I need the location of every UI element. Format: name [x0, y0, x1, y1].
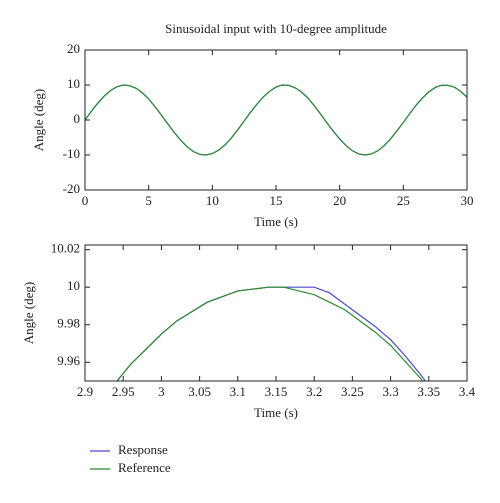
x-tick-label: 3.2 [306, 384, 322, 399]
series-line [85, 84, 467, 156]
x-axis-label: Time (s) [254, 214, 298, 229]
x-tick-label: 3.15 [265, 384, 288, 399]
x-tick-label: 0 [82, 193, 89, 208]
x-tick-label: 20 [333, 193, 346, 208]
x-tick-label: 3 [158, 384, 165, 399]
y-tick-label: 0 [74, 111, 81, 126]
x-tick-label: 25 [397, 193, 410, 208]
legend-label: Response [118, 442, 168, 457]
y-tick-label: 10.02 [51, 241, 80, 256]
plot-area [85, 84, 467, 156]
axes-box [84, 49, 468, 191]
y-tick-label: -20 [63, 181, 80, 196]
x-axis-label: Time (s) [254, 405, 298, 420]
x-tick-label: 2.9 [77, 384, 93, 399]
legend-label: Reference [118, 460, 171, 475]
plot-area [116, 286, 427, 381]
y-axis-label: Angle (deg) [31, 89, 46, 151]
y-tick-label: 10 [67, 278, 80, 293]
x-tick-label: 2.95 [112, 384, 135, 399]
series-line [85, 84, 467, 156]
x-tick-label: 3.1 [230, 384, 246, 399]
x-tick-label: 5 [145, 193, 152, 208]
y-tick-label: -10 [63, 146, 80, 161]
y-tick-label: 20 [67, 41, 80, 56]
y-tick-label: 9.98 [57, 316, 80, 331]
y-axis-label: Angle (deg) [21, 282, 36, 344]
y-tick-label: 9.96 [57, 353, 80, 368]
y-tick-label: 10 [67, 76, 80, 91]
x-tick-label: 3.4 [459, 384, 476, 399]
x-tick-label: 30 [461, 193, 474, 208]
chart-title: Sinusoidal input with 10-degree amplitud… [165, 21, 387, 36]
x-tick-label: 3.25 [341, 384, 364, 399]
x-tick-label: 10 [206, 193, 219, 208]
x-tick-label: 3.35 [417, 384, 440, 399]
x-tick-label: 3.3 [382, 384, 398, 399]
x-tick-label: 15 [270, 193, 283, 208]
x-tick-label: 3.05 [188, 384, 211, 399]
series-line [116, 286, 424, 381]
